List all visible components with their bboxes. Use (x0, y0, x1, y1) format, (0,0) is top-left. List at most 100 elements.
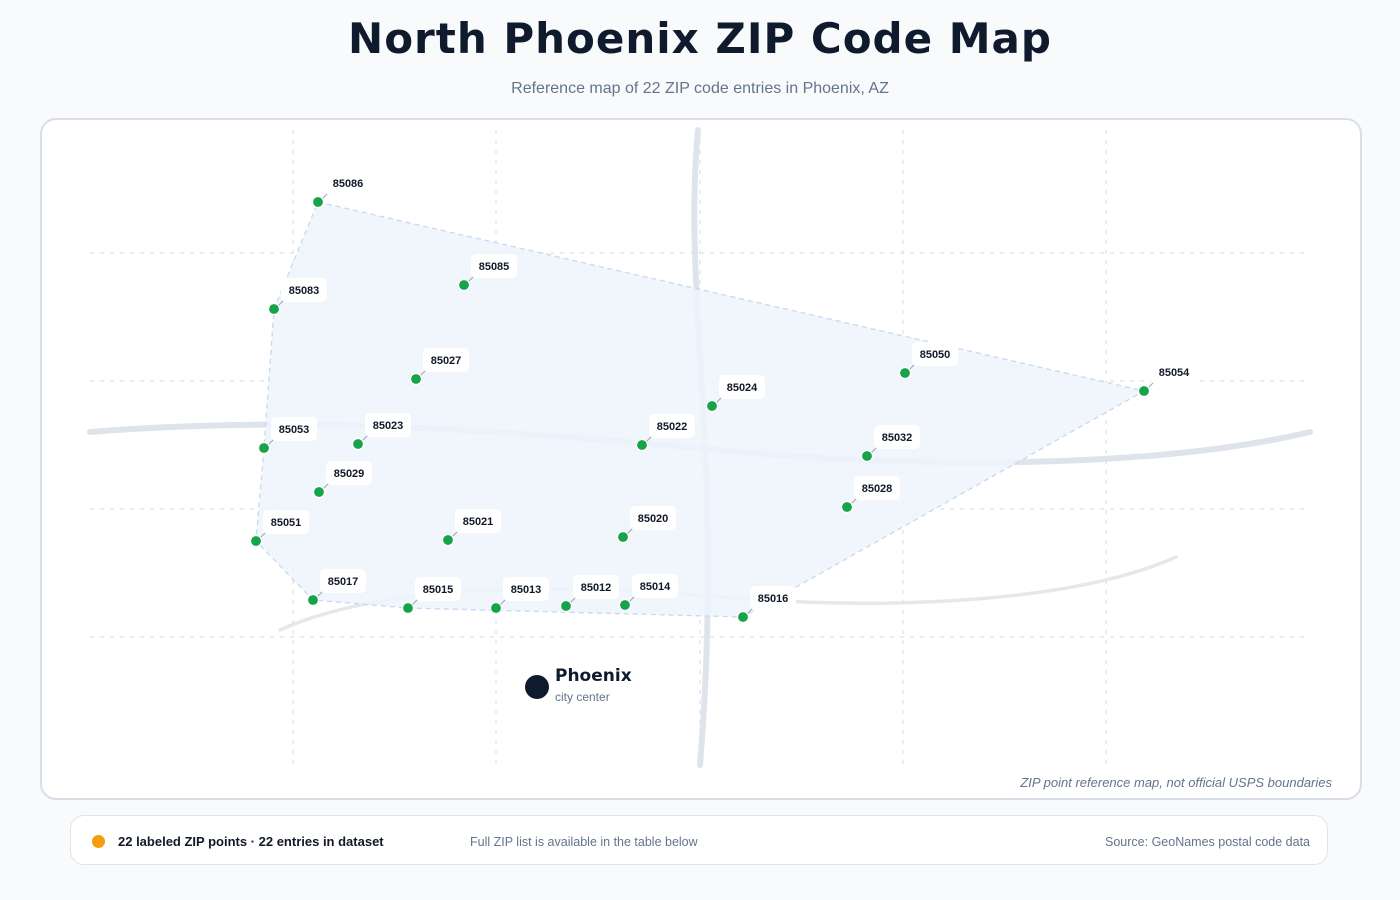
zip-label-box (912, 342, 958, 366)
zip-label-box (649, 414, 695, 438)
zip-label: 85086 (333, 178, 364, 190)
status-dot-icon (92, 835, 105, 848)
zip-label-box (320, 569, 366, 593)
zip-marker-icon[interactable] (311, 195, 325, 209)
zip-label-box (415, 577, 461, 601)
zip-point-85028[interactable]: 85028 (840, 476, 901, 514)
point-count: 22 labeled ZIP points · 22 entries in da… (118, 834, 384, 849)
zip-point-85021[interactable]: 85021 (441, 509, 502, 547)
zip-marker-icon[interactable] (257, 441, 271, 455)
zip-point-85085[interactable]: 85085 (457, 254, 518, 292)
zip-marker-icon[interactable] (860, 449, 874, 463)
data-source: Source: GeoNames postal code data (1105, 835, 1310, 849)
zip-label: 85085 (479, 261, 510, 273)
city-center-icon (525, 675, 549, 699)
zip-point-85024[interactable]: 85024 (705, 375, 766, 413)
zip-marker-icon[interactable] (618, 598, 632, 612)
zip-label-box (854, 476, 900, 500)
map-disclaimer: ZIP point reference map, not official US… (1020, 775, 1332, 790)
zip-marker-icon[interactable] (616, 530, 630, 544)
zip-label: 85024 (727, 382, 758, 394)
zip-point-85054[interactable]: 85054 (1137, 360, 1198, 398)
zip-point-85020[interactable]: 85020 (616, 506, 677, 544)
zip-point-85086[interactable]: 85086 (311, 171, 372, 209)
zip-label-box (503, 577, 549, 601)
zip-point-85027[interactable]: 85027 (409, 348, 470, 386)
zip-point-85032[interactable]: 85032 (860, 425, 921, 463)
zip-label-box (874, 425, 920, 449)
zip-label: 85013 (511, 584, 542, 596)
zip-marker-icon[interactable] (351, 437, 365, 451)
summary-bar: 22 labeled ZIP points · 22 entries in da… (70, 815, 1328, 865)
map-canvas[interactable]: 85086 85083 85085 85027 85050 85054 85024 85053… (42, 120, 1360, 798)
zip-label-box (750, 586, 796, 610)
zip-marker-icon[interactable] (736, 610, 750, 624)
zip-label: 85032 (882, 432, 913, 444)
zip-label: 85016 (758, 593, 789, 605)
zip-label: 85021 (463, 516, 494, 528)
zip-label-box (326, 461, 372, 485)
zip-label-box (719, 375, 765, 399)
zip-point-85012[interactable]: 85012 (559, 575, 620, 613)
zip-marker-icon[interactable] (306, 593, 320, 607)
zip-label: 85053 (279, 424, 310, 436)
zip-point-85017[interactable]: 85017 (306, 569, 367, 607)
zip-label: 85012 (581, 582, 612, 594)
zip-marker-icon[interactable] (840, 500, 854, 514)
zip-point-85050[interactable]: 85050 (898, 342, 959, 380)
zip-label-box (632, 574, 678, 598)
zip-point-85013[interactable]: 85013 (489, 577, 550, 615)
zip-label-box (423, 348, 469, 372)
zip-marker-icon[interactable] (1137, 384, 1151, 398)
zip-coverage-area (255, 201, 1146, 618)
zip-marker-icon[interactable] (635, 438, 649, 452)
zip-label: 85020 (638, 513, 669, 525)
zip-point-85022[interactable]: 85022 (635, 414, 696, 452)
zip-label: 85022 (657, 421, 688, 433)
zip-label: 85014 (640, 581, 671, 593)
zip-marker-icon[interactable] (489, 601, 503, 615)
zip-marker-icon[interactable] (898, 366, 912, 380)
zip-label-box (271, 417, 317, 441)
zip-marker-icon[interactable] (249, 534, 263, 548)
city-center-marker[interactable]: Phoenix city center (525, 666, 632, 704)
zip-label-box (263, 510, 309, 534)
city-label: city center (555, 690, 610, 704)
zip-marker-icon[interactable] (441, 533, 455, 547)
zip-points: 85086 85083 85085 85027 85050 85054 85024 85053… (249, 171, 1198, 624)
zip-label-box (471, 254, 517, 278)
table-note: Full ZIP list is available in the table … (470, 835, 698, 849)
page-subtitle: Reference map of 22 ZIP code entries in … (511, 80, 889, 97)
zip-label: 85017 (328, 576, 359, 588)
zip-marker-icon[interactable] (457, 278, 471, 292)
page-title: North Phoenix ZIP Code Map (348, 14, 1052, 63)
zip-point-85014[interactable]: 85014 (618, 574, 679, 612)
zip-marker-icon[interactable] (312, 485, 326, 499)
zip-point-85051[interactable]: 85051 (249, 510, 310, 548)
zip-label-box (365, 413, 411, 437)
zip-label-box (325, 171, 371, 195)
zip-point-85016[interactable]: 85016 (736, 586, 797, 624)
zip-marker-icon[interactable] (559, 599, 573, 613)
map-panel[interactable]: 85086 85083 85085 85027 85050 85054 85024 85053… (40, 118, 1362, 800)
zip-label-box (630, 506, 676, 530)
zip-label: 85023 (373, 420, 404, 432)
city-name: Phoenix (555, 666, 632, 686)
zip-label: 85051 (271, 517, 302, 529)
zip-point-85029[interactable]: 85029 (312, 461, 373, 499)
zip-label-box (281, 278, 327, 302)
zip-label-box (1151, 360, 1197, 384)
zip-label: 85054 (1159, 367, 1190, 379)
zip-label: 85027 (431, 355, 462, 367)
zip-marker-icon[interactable] (409, 372, 423, 386)
zip-marker-icon[interactable] (267, 302, 281, 316)
zip-label: 85083 (289, 285, 320, 297)
zip-point-85015[interactable]: 85015 (401, 577, 462, 615)
zip-marker-icon[interactable] (705, 399, 719, 413)
zip-point-85023[interactable]: 85023 (351, 413, 412, 451)
zip-label: 85050 (920, 349, 951, 361)
zip-point-85083[interactable]: 85083 (267, 278, 328, 316)
zip-label: 85015 (423, 584, 454, 596)
zip-marker-icon[interactable] (401, 601, 415, 615)
zip-point-85053[interactable]: 85053 (257, 417, 318, 455)
